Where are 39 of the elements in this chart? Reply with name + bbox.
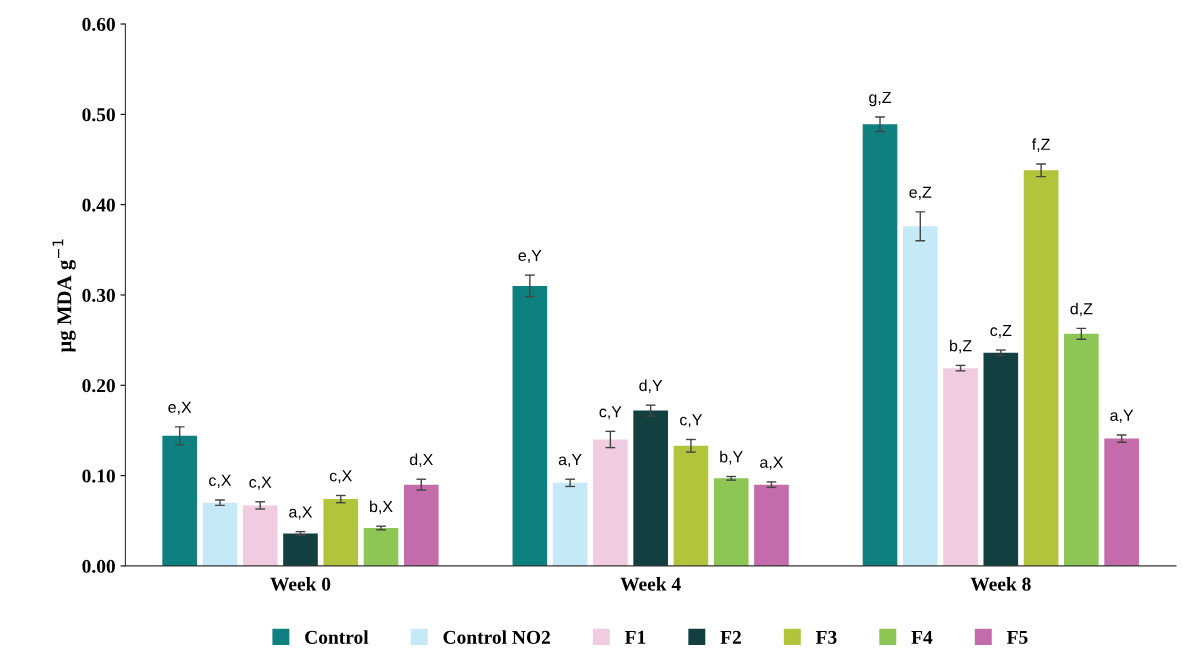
data-label: f,Z [1032,138,1050,152]
y-axis-title: μg MDA g$^{−1}$ [52,239,76,353]
legend-label: F5 [1006,630,1028,644]
legend-label: Control [305,630,369,644]
data-label: c,X [249,476,272,490]
data-label: a,Y [1110,409,1134,423]
y-tick-label: 0.40 [82,198,115,212]
legend-label: F1 [624,630,646,644]
y-tick-label: 0.10 [82,469,115,483]
legend-label: F4 [911,630,933,644]
data-label: a,Y [558,454,582,468]
data-label: b,Y [720,450,743,465]
x-tick-label: Week 0 [270,577,331,591]
data-label: a,X [289,506,313,520]
data-label: e,X [168,401,192,415]
data-label: b,X [370,500,393,515]
y-tick-label: 0.00 [82,559,115,573]
data-label: e,Y [518,249,542,263]
data-label: a,X [760,456,784,470]
x-tick-label: Week 4 [620,577,681,591]
data-label: d,Z [1070,302,1093,317]
data-label: d,Y [639,379,663,394]
y-tick-label: 0.20 [82,379,115,393]
data-label: c,Y [599,406,622,420]
data-label: c,X [209,474,232,488]
y-tick-label: 0.50 [82,108,115,122]
y-tick-label: 0.60 [82,17,115,32]
data-label: c,Y [680,414,703,428]
data-label: c,Z [990,324,1012,338]
data-label: c,X [329,470,352,484]
data-label: e,Z [909,186,932,200]
legend-label: F3 [815,630,837,644]
data-label: b,Z [950,339,972,354]
data-label: d,X [409,453,433,468]
data-label: g,Z [869,91,892,107]
legend-label: Control NO2 [443,630,550,644]
legend-label: F2 [720,630,741,644]
y-tick-label: 0.30 [82,288,115,302]
x-tick-label: Week 8 [970,577,1031,591]
